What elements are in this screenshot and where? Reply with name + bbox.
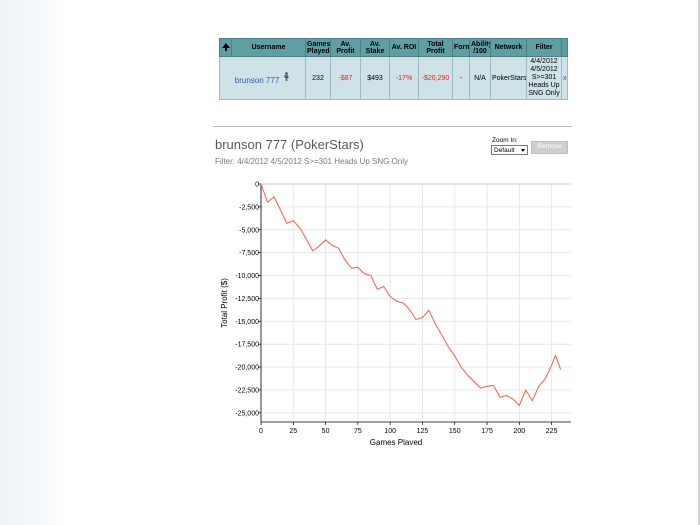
av-roi-column-header[interactable]: Av. ROI bbox=[389, 38, 419, 57]
profit-chart: 0 25 50 75 100 125 150 175 200 225 0 -2,500 -5,000 -7… bbox=[220, 182, 571, 445]
x-tick-label: 0 bbox=[259, 428, 263, 435]
x-tick-label: 50 bbox=[322, 428, 330, 435]
av-roi-cell: -17% bbox=[389, 56, 419, 100]
games-played-column-header[interactable]: Games Played bbox=[305, 38, 331, 57]
y-tick-label: -25,000 bbox=[235, 410, 259, 417]
filter-column-header[interactable]: Filter bbox=[526, 38, 562, 57]
window-right-border bbox=[698, 0, 700, 525]
username-link[interactable]: brunson 777 bbox=[234, 75, 280, 85]
chart-filter-text: Filter: 4/4/2012 4/5/2012 S>=301 Heads U… bbox=[215, 157, 409, 166]
window-edge-shading bbox=[0, 0, 70, 525]
extra-column-header bbox=[561, 38, 568, 57]
filter-cell: 4/4/2012 4/5/2012 S>=301 Heads Up SNG On… bbox=[526, 56, 562, 100]
sort-column-header[interactable] bbox=[219, 38, 232, 57]
table-header-row: Username Games Played Av. Profit Av. Sta… bbox=[219, 38, 568, 57]
filter-line: 4/4/2012 bbox=[530, 58, 558, 65]
x-tick-label: 125 bbox=[417, 428, 429, 435]
av-stake-column-header[interactable]: Av. Stake bbox=[360, 38, 390, 57]
chart-title: brunson 777 (PokerStars) bbox=[215, 137, 364, 152]
username-cell: brunson 777 bbox=[219, 56, 306, 100]
filter-line: 4/5/2012 bbox=[530, 66, 558, 73]
y-tick-label: -22,500 bbox=[235, 387, 259, 394]
av-profit-column-header[interactable]: Av. Profit bbox=[330, 38, 361, 57]
y-axis-title: Total Profit ($) bbox=[220, 278, 229, 328]
zoom-label: Zoom In: bbox=[492, 137, 518, 144]
table-row: brunson 777 232 -$87 $493 -17% -$20,290 … bbox=[219, 56, 568, 100]
username-column-header[interactable]: Username bbox=[231, 38, 306, 57]
section-divider bbox=[213, 126, 572, 127]
remove-button[interactable]: Remove bbox=[531, 141, 568, 154]
filter-line: Heads Up bbox=[528, 82, 560, 89]
chevron-down-icon bbox=[521, 149, 525, 152]
av-profit-cell: -$87 bbox=[330, 56, 361, 100]
games-played-cell: 232 bbox=[305, 56, 331, 100]
zoom-select[interactable]: Default bbox=[491, 145, 528, 155]
form-cell: - bbox=[452, 56, 470, 100]
x-tick-label: 25 bbox=[289, 428, 297, 435]
total-profit-cell: -$20,290 bbox=[418, 56, 453, 100]
y-tick-label: -7,500 bbox=[239, 250, 259, 257]
y-tick-label: -15,000 bbox=[235, 319, 259, 326]
player-stats-table: Username Games Played Av. Profit Av. Sta… bbox=[219, 38, 568, 100]
x-axis-title: Games Played bbox=[370, 438, 422, 445]
x-tick-label: 150 bbox=[449, 428, 461, 435]
sort-up-arrow-icon[interactable] bbox=[221, 43, 230, 51]
player-icon bbox=[283, 71, 289, 81]
network-cell: PokerStars bbox=[490, 56, 527, 100]
zoom-selected-value: Default bbox=[494, 147, 515, 154]
y-tick-label: -20,000 bbox=[235, 365, 259, 372]
form-column-header[interactable]: Form bbox=[452, 38, 470, 57]
x-tick-label: 200 bbox=[513, 428, 525, 435]
ability-column-header[interactable]: Ability /100 bbox=[469, 38, 491, 57]
av-stake-cell: $493 bbox=[360, 56, 390, 100]
y-tick-label: -12,500 bbox=[235, 296, 259, 303]
filter-line: S>=301 bbox=[531, 74, 557, 81]
x-tick-label: 75 bbox=[354, 428, 362, 435]
x-tick-label: 100 bbox=[384, 428, 396, 435]
y-tick-label: -2,500 bbox=[239, 204, 259, 211]
total-profit-column-header[interactable]: Total Profit bbox=[418, 38, 453, 57]
filter-line: SNG Only bbox=[528, 90, 560, 97]
y-tick-label: -10,000 bbox=[235, 273, 259, 280]
ability-cell: N/A bbox=[469, 56, 491, 100]
remove-row-link[interactable]: x bbox=[561, 56, 568, 100]
profit-series-line bbox=[260, 183, 562, 407]
y-tick-label: -5,000 bbox=[239, 227, 259, 234]
plot-area bbox=[261, 184, 571, 422]
x-tick-label: 175 bbox=[481, 428, 493, 435]
network-column-header[interactable]: Network bbox=[490, 38, 527, 57]
y-tick-label: -17,500 bbox=[235, 342, 259, 349]
y-tick-label: 0 bbox=[255, 182, 259, 189]
x-tick-label: 225 bbox=[546, 428, 558, 435]
